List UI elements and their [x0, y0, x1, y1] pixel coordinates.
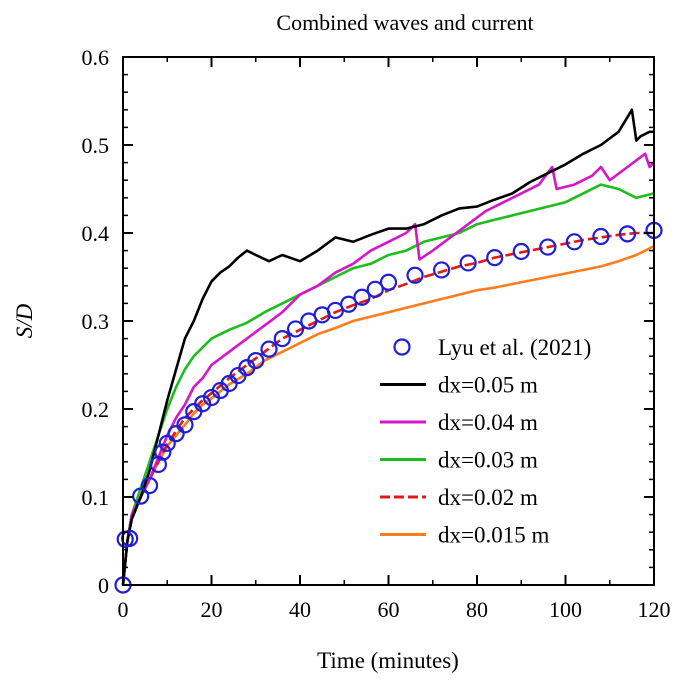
data-point — [618, 225, 637, 243]
x-tick-label: 100 — [549, 597, 582, 622]
x-tick-label: 80 — [466, 597, 488, 622]
x-tick-label: 120 — [638, 597, 671, 622]
x-tick-label: 0 — [118, 597, 129, 622]
series-line-dx-0-02-m — [121, 231, 654, 586]
data-point — [379, 273, 398, 291]
x-axis-label: Time (minutes) — [317, 648, 459, 673]
data-point — [260, 340, 278, 358]
data-point — [140, 476, 159, 495]
data-point — [132, 487, 150, 505]
plot-frame — [122, 56, 655, 586]
data-point — [512, 242, 530, 261]
legend-label: dx=0.03 m — [438, 448, 538, 473]
data-point — [366, 280, 384, 298]
data-point — [459, 254, 477, 272]
y-tick-label: 0.4 — [82, 221, 110, 246]
x-tick-label: 60 — [378, 597, 400, 622]
y-tick-label: 0.1 — [82, 485, 110, 510]
legend-marker — [393, 338, 411, 356]
data-point — [406, 266, 424, 284]
y-axis: 0 0.1 0.2 0.3 0.4 0.5 0.6 — [82, 45, 654, 598]
y-tick-label: 0.3 — [82, 309, 110, 334]
x-tick-label: 40 — [289, 597, 311, 622]
data-point — [286, 320, 305, 338]
data-point — [486, 249, 504, 267]
data-point — [592, 227, 610, 246]
y-tick-label: 0.5 — [82, 133, 110, 158]
series-line-dx-0-05-m — [121, 108, 654, 586]
data-point — [340, 295, 358, 313]
series-line-dx-0-04-m — [121, 152, 655, 586]
y-axis-label: S/D — [12, 303, 37, 338]
data-point — [353, 288, 371, 306]
data-point — [247, 352, 265, 370]
y-tick-label: 0.6 — [82, 45, 110, 70]
data-point — [167, 425, 185, 443]
plot-area — [114, 108, 663, 594]
data-point — [565, 233, 583, 251]
data-point — [194, 395, 212, 413]
data-point — [154, 443, 172, 461]
chart-title: Combined waves and current — [276, 10, 533, 35]
legend-label: dx=0.015 m — [438, 523, 549, 548]
data-point — [158, 434, 176, 452]
x-tick-label: 20 — [201, 597, 223, 622]
x-axis: 0 20 40 60 80 100 120 — [118, 57, 671, 622]
legend-label: dx=0.02 m — [438, 485, 538, 510]
legend-label: dx=0.04 m — [438, 410, 538, 435]
data-point — [273, 330, 291, 348]
legend: Lyu et al. (2021) dx=0.05 m dx=0.04 m dx=0.… — [380, 335, 591, 548]
data-point — [176, 416, 194, 434]
legend-label: Lyu et al. (2021) — [438, 335, 591, 360]
data-point — [539, 238, 557, 256]
y-tick-label: 0 — [98, 573, 109, 598]
y-tick-label: 0.2 — [82, 397, 110, 422]
legend-label: dx=0.05 m — [438, 373, 538, 398]
series-line-dx-0-03-m — [121, 183, 655, 586]
data-point — [433, 261, 451, 279]
